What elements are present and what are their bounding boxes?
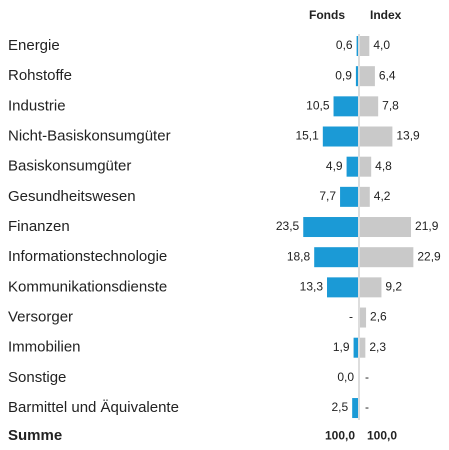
- value-label: 4,2: [374, 189, 391, 203]
- bar: [355, 66, 358, 87]
- bar: [360, 217, 412, 238]
- bar: [322, 126, 358, 147]
- value-label: 23,5: [276, 219, 300, 233]
- bar: [360, 277, 382, 298]
- bar: [360, 156, 372, 177]
- value-label: 6,4: [379, 68, 396, 82]
- legend-fonds: Fonds: [309, 8, 345, 22]
- value-label: 0,6: [336, 38, 353, 52]
- value-label: -: [365, 370, 369, 384]
- category-label: Informationstechnologie: [8, 248, 167, 265]
- bar: [353, 337, 358, 358]
- total-label: Summe: [8, 427, 62, 444]
- value-label: 22,9: [417, 249, 441, 263]
- value-label: 2,5: [331, 400, 348, 414]
- bar: [352, 398, 358, 419]
- value-label: 18,8: [287, 249, 311, 263]
- category-label: Sonstige: [8, 369, 66, 386]
- legend-index: Index: [370, 8, 402, 22]
- value-label: -: [365, 400, 369, 414]
- bar: [360, 247, 414, 268]
- bar: [360, 307, 367, 328]
- value-label: 13,3: [300, 280, 324, 294]
- category-label: Versorger: [8, 308, 73, 325]
- bar: [360, 337, 366, 358]
- category-label: Rohstoffe: [8, 67, 72, 84]
- category-label: Industrie: [8, 97, 66, 114]
- category-label: Nicht-Basiskonsumgüter: [8, 127, 171, 144]
- bar: [360, 96, 379, 117]
- total-value: 100,0: [367, 428, 397, 442]
- bar: [340, 186, 358, 207]
- value-label: 21,9: [415, 219, 439, 233]
- category-label: Finanzen: [8, 218, 70, 235]
- category-label: Energie: [8, 37, 60, 54]
- value-label: 13,9: [396, 129, 420, 143]
- category-label: Kommunikationsdienste: [8, 278, 167, 295]
- value-label: 0,9: [335, 68, 352, 82]
- value-label: 4,8: [375, 159, 392, 173]
- value-label: 0,0: [337, 370, 354, 384]
- value-label: 10,5: [306, 99, 330, 113]
- value-label: 7,7: [319, 189, 336, 203]
- bar: [360, 36, 370, 56]
- value-label: 4,9: [326, 159, 343, 173]
- category-label: Gesundheitswesen: [8, 188, 136, 205]
- value-label: 9,2: [385, 280, 402, 294]
- bar: [360, 126, 393, 147]
- value-label: 1,9: [333, 340, 350, 354]
- bar: [360, 186, 370, 207]
- total-value: 100,0: [325, 428, 355, 442]
- value-label: 4,0: [373, 38, 390, 52]
- category-label: Immobilien: [8, 339, 81, 356]
- bar: [356, 36, 358, 56]
- bar: [346, 156, 358, 177]
- bar: [360, 66, 375, 87]
- value-label: 2,3: [369, 340, 386, 354]
- value-label: 2,6: [370, 310, 387, 324]
- category-label: Barmittel und Äquivalente: [8, 399, 179, 416]
- value-label: 15,1: [295, 129, 319, 143]
- value-label: -: [349, 310, 353, 324]
- bar: [327, 277, 358, 298]
- bar: [303, 217, 358, 238]
- bar: [314, 247, 358, 268]
- bar: [333, 96, 358, 117]
- category-label: Basiskonsumgüter: [8, 158, 131, 175]
- value-label: 7,8: [382, 99, 399, 113]
